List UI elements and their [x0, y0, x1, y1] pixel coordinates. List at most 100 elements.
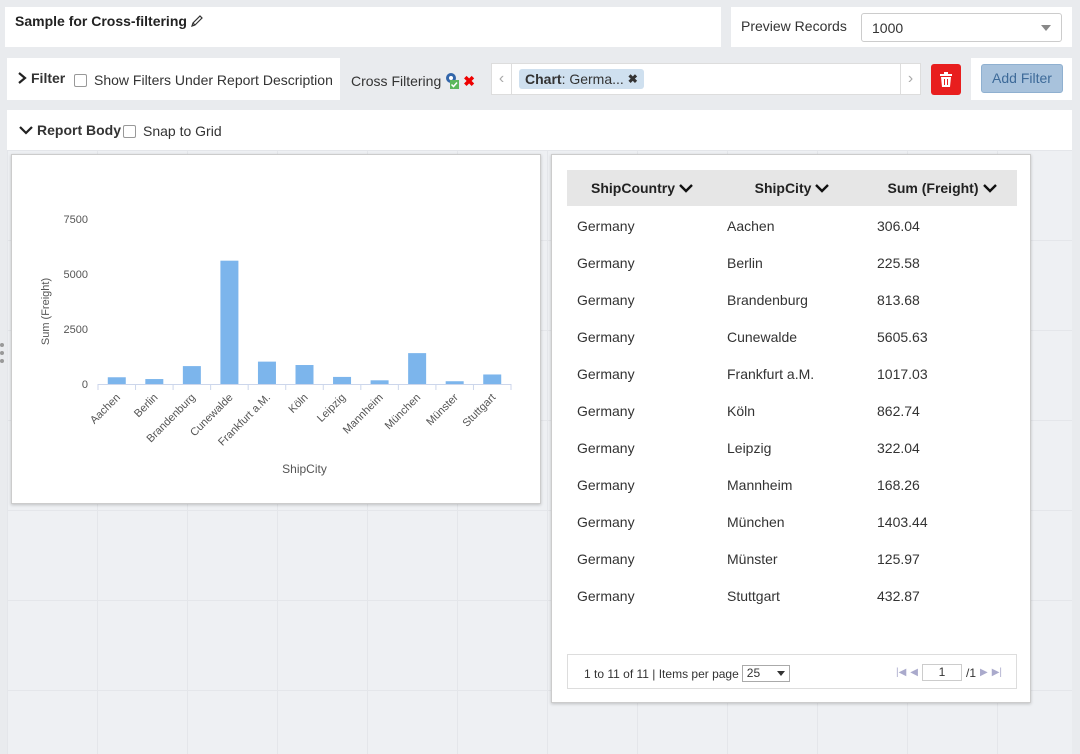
chart-bar [445, 381, 464, 384]
chart-bar [107, 377, 126, 384]
last-page-icon[interactable]: ▶| [991, 667, 1002, 678]
add-filter-panel: Add Filter [971, 58, 1072, 100]
filter-chip-value: : Germa... [561, 71, 624, 87]
snap-to-grid-option[interactable]: Snap to Grid [123, 123, 222, 139]
chevron-down-icon[interactable] [679, 183, 693, 193]
show-filters-option[interactable]: Show Filters Under Report Description [74, 72, 333, 88]
table-cell: Germany [577, 476, 635, 493]
table-cell: München [727, 513, 785, 530]
chevron-down-icon[interactable] [815, 183, 830, 193]
chart-bar [220, 260, 239, 384]
next-page-icon[interactable]: ▶ [980, 667, 988, 678]
table-row[interactable]: Germany München 1403.44 [567, 503, 1017, 540]
cross-filtering-label: Cross Filtering [351, 73, 442, 89]
scroll-right-icon[interactable]: › [900, 64, 920, 94]
column-header[interactable]: ShipCity [717, 170, 867, 206]
preview-records-label: Preview Records [741, 18, 847, 34]
pager-nav: |◀ ◀ 1 /1 ▶ ▶| [896, 664, 1002, 681]
table-row[interactable]: Germany Berlin 225.58 [567, 244, 1017, 281]
table-row[interactable]: Germany Mannheim 168.26 [567, 466, 1017, 503]
snap-to-grid-checkbox[interactable] [123, 124, 136, 138]
chevron-down-icon [19, 126, 33, 135]
filter-chip[interactable]: Chart: Germa... ✖ [519, 69, 644, 89]
table-cell: Germany [577, 291, 635, 308]
table-cell: Germany [577, 217, 635, 234]
first-page-icon[interactable]: |◀ [895, 667, 907, 678]
table-cell: 432.87 [877, 587, 920, 604]
table-row[interactable]: Germany Köln 862.74 [567, 392, 1017, 429]
table-row[interactable]: Germany Stuttgart 432.87 [567, 577, 1017, 614]
table-row[interactable]: Germany Cunewalde 5605.63 [567, 318, 1017, 355]
snap-to-grid-label: Snap to Grid [143, 123, 222, 139]
x-tick-label: Münster [424, 391, 461, 428]
chart-bar [182, 366, 201, 384]
items-per-page-select[interactable]: 25 [741, 665, 790, 682]
table-cell: Germany [577, 550, 635, 567]
y-axis-title: Sum (Freight) [40, 278, 52, 345]
prev-page-icon[interactable]: ◀ [910, 667, 918, 678]
report-body-label: Report Body [37, 122, 121, 138]
column-header[interactable]: ShipCountry [567, 170, 717, 206]
table-cell: Germany [577, 513, 635, 530]
preview-records-select[interactable]: 1000 [861, 13, 1062, 42]
table-cell: 306.04 [877, 217, 920, 234]
delete-filters-button[interactable] [931, 64, 961, 95]
x-tick-label: Stuttgart [460, 392, 498, 430]
table-row[interactable]: Germany Brandenburg 813.68 [567, 281, 1017, 318]
filter-chip-key: Chart [525, 71, 562, 87]
table-cell: Aachen [727, 217, 775, 234]
table-cell: Germany [577, 254, 635, 271]
table-cell: Münster [727, 550, 778, 567]
column-header-label: ShipCity [754, 180, 812, 196]
chevron-down-icon[interactable] [982, 183, 997, 193]
pager-info-text: 1 to 11 of 11 | Items per page [584, 666, 739, 681]
table-row[interactable]: Germany Münster 125.97 [567, 540, 1017, 577]
table-cell: 1017.03 [877, 365, 928, 382]
report-title-text: Sample for Cross-filtering [15, 13, 187, 29]
table-cell: 862.74 [877, 402, 920, 419]
x-tick-label: Berlin [132, 392, 160, 420]
gear-check-icon[interactable] [444, 71, 460, 91]
report-title: Sample for Cross-filtering [15, 13, 204, 29]
scroll-left-icon[interactable]: ‹ [492, 64, 512, 94]
preview-panel: Preview Records 1000 [731, 7, 1072, 47]
column-header[interactable]: Sum (Freight) [867, 170, 1017, 206]
add-filter-button[interactable]: Add Filter [981, 64, 1063, 93]
table-cell: 125.97 [877, 550, 920, 567]
x-tick-label: Aachen [88, 392, 123, 427]
table-pager: 1 to 11 of 11 | Items per page 25 |◀ ◀ 1… [567, 654, 1017, 689]
report-body-toggle[interactable]: Report Body [19, 122, 121, 138]
chip-remove-icon[interactable]: ✖ [627, 72, 638, 86]
table-row[interactable]: Germany Leipzig 322.04 [567, 429, 1017, 466]
chart-widget[interactable]: 0 2500 5000 7500 Aachen Berlin Brandenburg Cune… [11, 154, 541, 504]
table-cell: Germany [577, 439, 635, 456]
chevron-down-icon [1041, 25, 1051, 31]
table-cell: Stuttgart [727, 587, 780, 604]
table-widget: ShipCountry ShipCity Sum (Freight) Germany… [551, 154, 1031, 703]
chart-bar [408, 353, 427, 384]
table-cell: Köln [727, 402, 756, 419]
chart-bar [257, 361, 276, 384]
table-cell: Germany [577, 365, 635, 382]
chevron-right-icon [18, 72, 27, 84]
page-number-input[interactable]: 1 [921, 664, 962, 681]
chart-bar [370, 380, 389, 384]
trash-icon [940, 71, 952, 87]
table-header: ShipCountry ShipCity Sum (Freight) [567, 170, 1017, 206]
show-filters-checkbox[interactable] [74, 73, 87, 87]
table-row[interactable]: Germany Frankfurt a.M. 1017.03 [567, 355, 1017, 392]
table-cell: 5605.63 [877, 328, 928, 345]
filter-toggle[interactable]: Filter [17, 70, 65, 86]
table-cell: Cunewalde [727, 328, 798, 345]
report-body-bar: Report Body Snap to Grid [7, 110, 1072, 150]
column-header-label: ShipCountry [591, 180, 675, 196]
resize-handle-icon[interactable] [0, 343, 4, 373]
table-row[interactable]: Germany Aachen 306.04 [567, 207, 1017, 244]
filter-toggle-label: Filter [31, 70, 66, 86]
close-icon[interactable]: ✖ [463, 72, 475, 89]
chart-bar [295, 365, 314, 384]
table-cell: 813.68 [877, 291, 920, 308]
y-tick-label: 7500 [64, 214, 88, 226]
pencil-icon[interactable] [190, 14, 204, 28]
